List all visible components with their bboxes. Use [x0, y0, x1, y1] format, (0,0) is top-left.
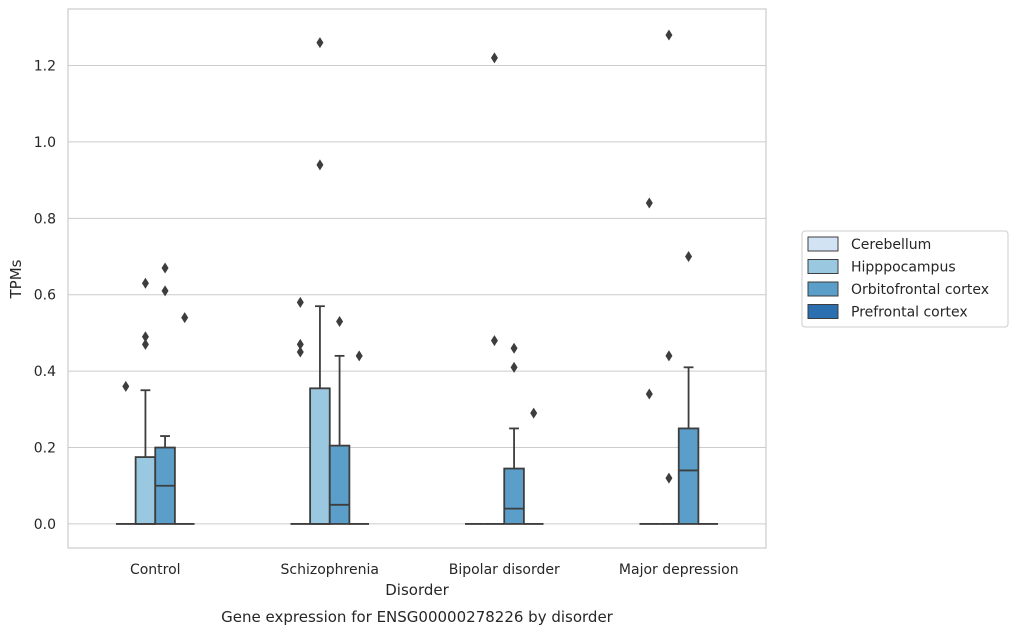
- outlier-point: [141, 331, 149, 343]
- x-tick-label: Schizophrenia: [281, 562, 379, 578]
- box-body: [309, 387, 331, 525]
- box-prefrontal-cortex: [523, 407, 544, 525]
- outlier-point: [122, 380, 130, 392]
- legend-swatch: [807, 259, 839, 274]
- x-tick-labels: Control Schizophrenia Bipolar disorder Majo…: [130, 562, 739, 578]
- legend-swatch: [807, 304, 839, 319]
- box-hipppocampus: [134, 277, 157, 525]
- box-cerebellum: [639, 197, 660, 525]
- y-tick-label: 0.0: [34, 517, 56, 533]
- box-prefrontal-cortex: [174, 312, 195, 525]
- box-body: [677, 427, 700, 525]
- outlier-point: [296, 346, 304, 358]
- box-cerebellum: [115, 380, 136, 525]
- plot-frame: [67, 8, 767, 549]
- x-tick-label: Control: [130, 562, 181, 578]
- outlier-point: [510, 342, 518, 354]
- outlier-point: [685, 251, 693, 263]
- y-tick-label: 1.0: [34, 135, 56, 151]
- box-orbitofrontal-cortex: [503, 342, 525, 525]
- legend-swatch: [807, 281, 839, 297]
- x-tick-label: Bipolar disorder: [449, 562, 560, 578]
- outlier-point: [490, 335, 498, 347]
- x-axis-label: Disorder: [385, 581, 449, 599]
- outlier-point: [645, 197, 653, 209]
- y-tick-label: 0.4: [34, 364, 56, 380]
- outlier-point: [161, 285, 169, 297]
- outlier-point: [336, 315, 344, 327]
- y-tick-labels: 0.0 0.2 0.4 0.6 0.8 1.0 1.2: [34, 59, 56, 533]
- box-orbitofrontal-cortex: [154, 262, 176, 525]
- outlier-point: [355, 350, 363, 362]
- outlier-point: [296, 338, 304, 350]
- outlier-point: [665, 472, 673, 484]
- legend-label: Cerebellum: [851, 237, 931, 253]
- legend-label: Orbitofrontal cortex: [851, 282, 989, 298]
- outlier-point: [141, 338, 149, 350]
- outlier-point: [530, 407, 538, 419]
- y-tick-label: 0.2: [34, 441, 56, 457]
- legend-label: Hipppocampus: [851, 260, 956, 276]
- outlier-point: [665, 29, 673, 41]
- y-tick-label: 1.2: [34, 59, 56, 75]
- chart-caption: Gene expression for ENSG00000278226 by d…: [221, 608, 614, 626]
- outlier-point: [296, 296, 304, 308]
- box-series: [115, 29, 719, 525]
- box-prefrontal-cortex: [349, 350, 370, 525]
- box-orbitofrontal-cortex: [677, 251, 700, 525]
- legend-frame: [801, 230, 1009, 328]
- outlier-point: [181, 312, 189, 324]
- box-body: [134, 456, 157, 525]
- box-body: [503, 467, 525, 525]
- box-hipppocampus: [659, 29, 679, 525]
- outlier-point: [510, 361, 518, 373]
- x-tick-label: Major depression: [619, 562, 739, 578]
- outlier-point: [316, 37, 324, 49]
- y-axis-label: TPMs: [7, 259, 25, 299]
- box-body: [328, 444, 351, 525]
- box-hipppocampus: [484, 52, 505, 525]
- legend: Cerebellum Hipppocampus Orbitofrontal cort…: [801, 230, 1009, 328]
- outlier-point: [141, 277, 149, 289]
- y-tick-label: 0.6: [34, 288, 56, 304]
- outlier-point: [645, 388, 653, 400]
- outlier-point: [490, 52, 498, 64]
- box-orbitofrontal-cortex: [328, 315, 351, 525]
- outlier-point: [665, 350, 673, 362]
- box-cerebellum: [290, 296, 311, 525]
- box-hipppocampus: [309, 37, 331, 525]
- y-tick-label: 0.8: [34, 211, 56, 227]
- outlier-point: [316, 159, 324, 171]
- outlier-point: [161, 262, 169, 274]
- legend-swatch: [807, 236, 839, 252]
- legend-label: Prefrontal cortex: [851, 305, 968, 321]
